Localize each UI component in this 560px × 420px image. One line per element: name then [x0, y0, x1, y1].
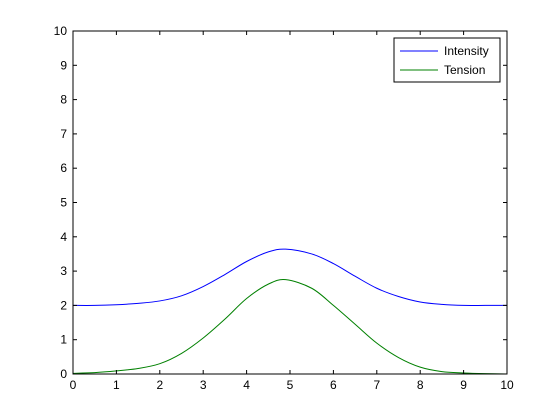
y-tick-label: 4: [60, 230, 67, 244]
x-tick-label: 9: [460, 378, 467, 392]
x-tick-label: 0: [70, 378, 77, 392]
x-tick-label: 4: [243, 378, 250, 392]
y-tick-label: 9: [60, 58, 67, 72]
y-tick-label: 5: [60, 196, 67, 210]
x-tick-label: 7: [373, 378, 380, 392]
y-tick-label: 6: [60, 161, 67, 175]
y-tick-label: 8: [60, 93, 67, 107]
legend: Intensity Tension: [393, 37, 501, 83]
legend-label-intensity: Intensity: [444, 44, 489, 58]
y-tick-label: 10: [54, 24, 68, 38]
x-tick-label: 1: [113, 378, 120, 392]
x-tick-label: 10: [500, 378, 514, 392]
x-tick-label: 8: [417, 378, 424, 392]
legend-label-tension: Tension: [444, 63, 485, 77]
x-tick-label: 3: [200, 378, 207, 392]
series-line-intensity: [72, 248, 507, 306]
y-tick-label: 2: [60, 298, 67, 312]
x-tick-label: 2: [156, 378, 163, 392]
y-tick-label: 0: [60, 367, 67, 381]
x-tick-label: 6: [330, 378, 337, 392]
plot-area: [72, 248, 508, 375]
axes: 0 1 2 3 4 5 6 7 8 9 10 0 1 2 3 4 5 6 7 8 9 10: [54, 24, 514, 392]
legend-box: [393, 37, 501, 83]
x-tick-label: 5: [287, 378, 294, 392]
series-line-tension: [72, 279, 508, 375]
y-tick-label: 1: [60, 333, 67, 347]
y-tick-label: 3: [60, 264, 67, 278]
y-tick-label: 7: [60, 127, 67, 141]
